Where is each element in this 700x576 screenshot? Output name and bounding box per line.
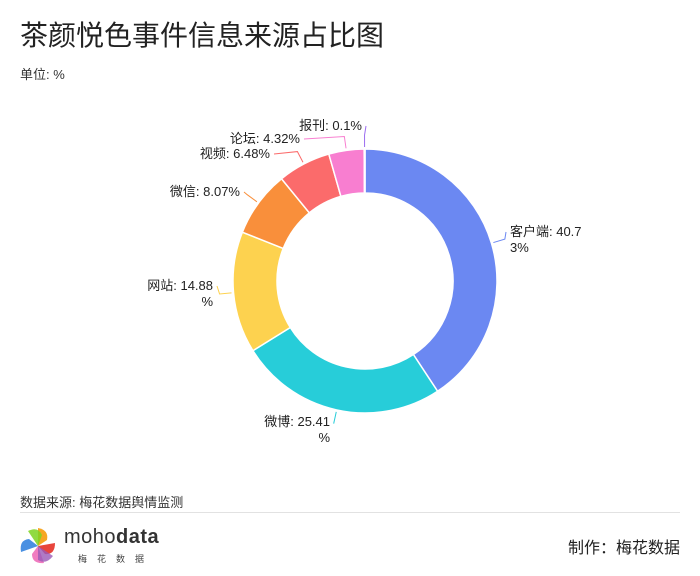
leader-line-视频 [273, 151, 304, 163]
slice-网站 [232, 231, 292, 352]
data-label-微信: 微信: 8.07% [170, 184, 241, 199]
data-label-论坛: 论坛: 4.32% [230, 131, 301, 146]
slice-客户端 [364, 148, 498, 393]
data-label-客户端: 客户端: 40.7 3% [510, 224, 582, 255]
logo-wordmark: mohodata [64, 526, 160, 548]
leader-line-客户端 [493, 231, 507, 244]
pinwheel-icon [20, 528, 55, 564]
chart-title: 茶颜悦色事件信息来源占比图 [20, 20, 385, 51]
footer-divider [20, 512, 680, 513]
slice-微博 [251, 326, 439, 414]
data-source: 数据来源: 梅花数据舆情监测 [20, 495, 184, 510]
unit-label: 单位: % [20, 67, 65, 82]
maker-credit: 制作：梅花数据 [567, 540, 680, 557]
leader-line-微博 [333, 411, 337, 424]
data-label-网站: 网站: 14.88% [147, 278, 213, 309]
mohodata-logo: mohodata 梅花数据 [18, 524, 168, 568]
leader-line-报刊 [364, 125, 367, 148]
leader-line-论坛 [303, 135, 347, 149]
data-label-视频: 视频: 6.48% [200, 146, 271, 161]
leader-line-微信 [243, 191, 258, 203]
slice-报刊 [363, 148, 366, 194]
leader-line-网站 [216, 285, 232, 295]
data-label-微博: 微博: 25.41% [264, 414, 330, 445]
data-label-报刊: 报刊: 0.1% [299, 118, 362, 133]
donut-chart: 客户端: 40.7 3% 微博: 25.41 % 网站: 14.88 % 微信: 8.07%… [147, 118, 582, 445]
logo-subtitle: 梅花数据 [78, 554, 155, 564]
